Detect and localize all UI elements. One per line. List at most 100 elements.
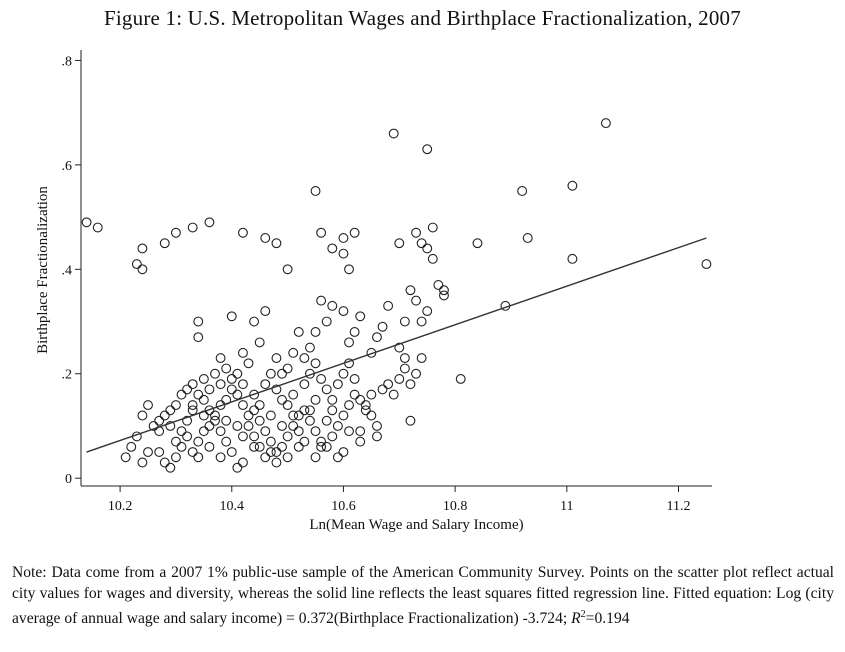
data-point <box>170 227 181 238</box>
data-point <box>344 400 354 411</box>
data-point <box>422 306 433 317</box>
data-point <box>332 379 343 390</box>
data-point <box>399 353 410 364</box>
data-point <box>388 128 399 139</box>
data-point <box>327 300 338 311</box>
data-point <box>265 410 276 421</box>
data-point <box>237 457 248 468</box>
data-point <box>193 452 204 463</box>
data-point <box>360 400 371 411</box>
data-point <box>567 253 578 264</box>
data-point <box>249 405 260 416</box>
data-point <box>299 379 310 390</box>
data-point <box>237 227 248 238</box>
data-point <box>271 447 282 458</box>
data-point <box>427 222 438 233</box>
data-point <box>355 311 366 322</box>
r2-superscript: 2 <box>580 609 586 620</box>
data-point <box>148 421 159 431</box>
data-point <box>394 374 405 384</box>
data-point <box>282 363 293 374</box>
data-point <box>338 306 349 317</box>
data-point <box>204 384 215 395</box>
data-point <box>293 327 304 337</box>
data-point <box>254 415 265 426</box>
data-point <box>360 405 371 416</box>
figure-note: Note: Data come from a 2007 1% public-us… <box>12 562 834 629</box>
x-tick-label: 10.6 <box>331 499 356 514</box>
data-point <box>154 415 165 426</box>
note-text: Note: Data come from a 2007 1% public-us… <box>12 564 834 628</box>
data-point <box>277 394 287 405</box>
data-point <box>215 379 226 390</box>
data-point <box>310 186 321 196</box>
data-point <box>193 332 204 343</box>
data-point <box>221 436 232 447</box>
data-point <box>254 337 265 348</box>
data-point <box>355 436 366 447</box>
data-point <box>282 400 293 411</box>
data-point <box>304 405 315 416</box>
data-point <box>310 358 321 369</box>
data-point <box>81 217 92 228</box>
data-point <box>411 368 421 379</box>
data-point <box>237 347 248 358</box>
data-point <box>422 243 433 254</box>
data-point <box>265 436 276 447</box>
data-point <box>254 441 265 452</box>
data-point <box>254 400 265 411</box>
y-tick-label: .6 <box>62 159 73 174</box>
data-point <box>176 389 187 400</box>
data-point <box>137 243 148 254</box>
data-point <box>600 118 611 129</box>
data-point <box>277 368 287 379</box>
data-point <box>394 238 405 249</box>
data-point <box>237 431 248 442</box>
data-point <box>182 384 193 395</box>
data-point <box>383 300 394 311</box>
data-point <box>170 400 181 411</box>
data-point <box>316 227 327 238</box>
data-point <box>182 415 193 426</box>
data-point <box>187 447 198 458</box>
data-point <box>154 447 165 458</box>
data-point <box>338 410 349 421</box>
x-tick-label: 11 <box>560 499 573 514</box>
data-point <box>193 316 204 327</box>
data-point <box>243 358 254 369</box>
data-point <box>237 400 248 411</box>
data-point <box>327 394 338 405</box>
data-point <box>344 337 354 348</box>
data-point <box>288 389 299 400</box>
scatter-points <box>81 118 712 473</box>
data-point <box>701 259 712 270</box>
data-point <box>232 421 243 431</box>
data-point <box>332 421 343 431</box>
data-point <box>243 410 254 421</box>
data-point <box>316 441 327 452</box>
data-point <box>388 389 399 400</box>
y-tick-label: .4 <box>62 263 73 278</box>
data-point <box>204 405 215 416</box>
data-point <box>237 379 248 390</box>
data-point <box>349 227 360 238</box>
data-point <box>226 311 237 322</box>
data-point <box>366 410 377 421</box>
data-point <box>215 400 226 411</box>
data-point <box>249 441 260 452</box>
data-point <box>176 426 187 437</box>
data-point <box>416 353 427 364</box>
data-point <box>338 447 349 458</box>
data-point <box>344 264 354 275</box>
data-point <box>517 186 528 196</box>
data-point <box>226 447 237 458</box>
data-point <box>316 374 327 384</box>
data-point <box>366 389 377 400</box>
data-point <box>131 259 142 270</box>
data-point <box>288 410 299 421</box>
data-point <box>321 415 332 426</box>
data-point <box>394 342 405 353</box>
data-point <box>399 363 410 374</box>
data-point <box>126 441 137 452</box>
data-point <box>265 368 276 379</box>
